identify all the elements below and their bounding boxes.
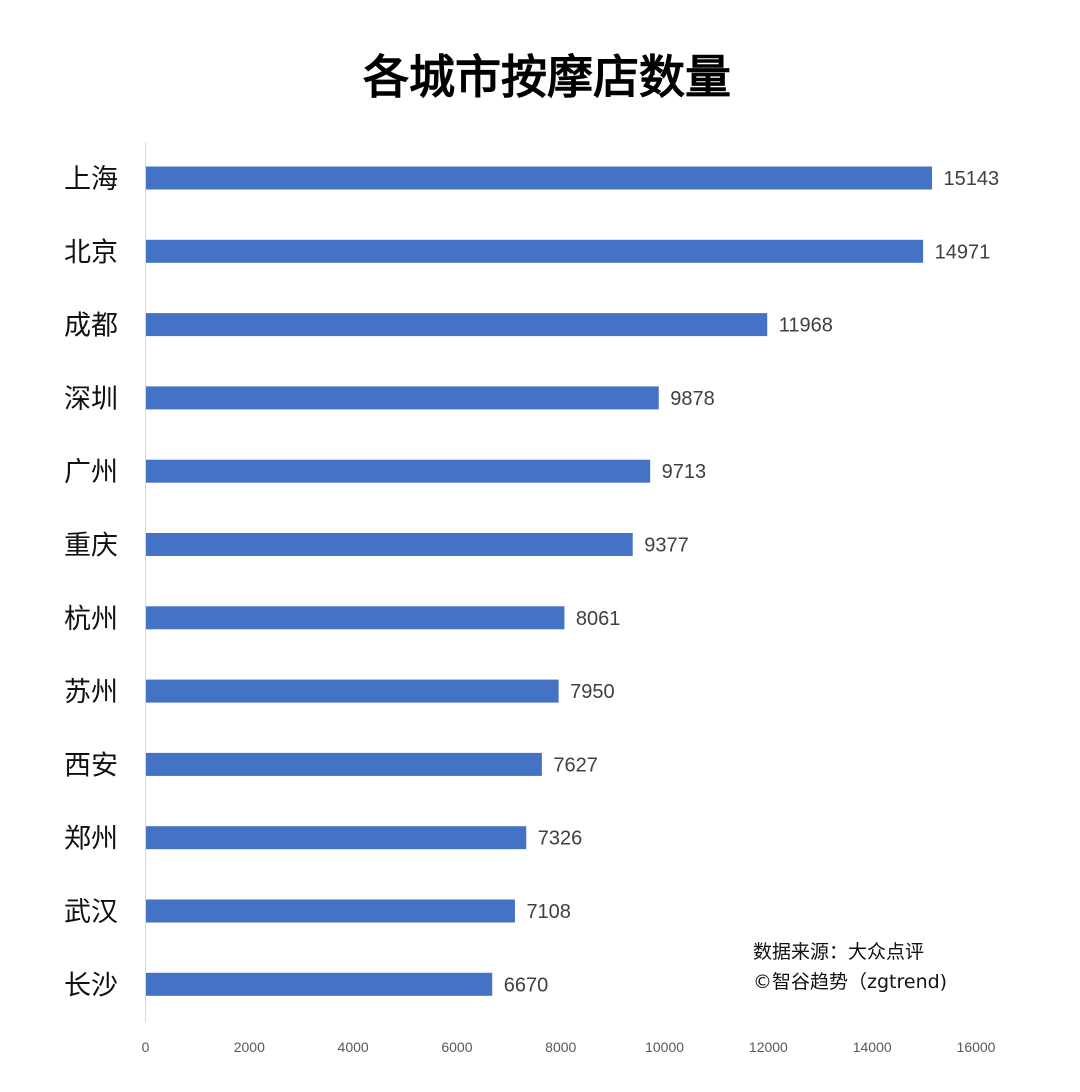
value-label: 11968 [779, 315, 833, 337]
source-note: 数据来源：大众点评 [753, 941, 924, 963]
category-label: 郑州 [64, 824, 118, 855]
x-tick-label: 10000 [645, 1039, 684, 1055]
value-label: 6670 [504, 974, 549, 996]
x-tick-label: 12000 [749, 1039, 788, 1055]
value-label: 9878 [670, 388, 715, 410]
value-label: 14971 [935, 241, 991, 263]
x-tick-label: 16000 [957, 1039, 996, 1055]
value-label: 7627 [553, 754, 598, 776]
category-label: 深圳 [64, 384, 118, 415]
category-label: 重庆 [64, 531, 118, 562]
value-label: 7326 [538, 828, 583, 850]
copyright-note: ©智谷趋势（zgtrend) [753, 971, 947, 993]
category-label: 成都 [64, 311, 118, 342]
bar [146, 972, 493, 996]
category-label: 广州 [64, 457, 118, 488]
bar [146, 899, 515, 923]
category-label: 苏州 [64, 677, 118, 708]
category-label: 杭州 [64, 604, 118, 635]
bar [146, 679, 559, 703]
category-label: 上海 [64, 164, 118, 195]
category-label: 武汉 [64, 897, 118, 928]
category-label: 北京 [64, 237, 118, 268]
bar [146, 239, 924, 263]
x-tick-label: 6000 [441, 1039, 472, 1055]
bar [146, 459, 651, 483]
value-labels: 15143 14971 11968 9878 9713 9377 8061 7950 7627 7… [504, 168, 999, 996]
value-label: 9377 [644, 535, 689, 557]
bar [146, 826, 527, 850]
x-tick-label: 4000 [338, 1039, 369, 1055]
bar [146, 606, 565, 630]
category-label: 长沙 [64, 970, 118, 1001]
value-label: 8061 [576, 608, 621, 630]
bar [146, 313, 768, 337]
x-tick-label: 8000 [545, 1039, 576, 1055]
chart-title: 各城市按摩店数量 [363, 50, 731, 104]
x-axis-tick-labels: 0 2000 4000 6000 8000 10000 12000 14000 16000 [142, 1039, 996, 1055]
x-tick-label: 14000 [853, 1039, 892, 1055]
value-label: 9713 [662, 461, 707, 483]
value-label: 7950 [570, 681, 615, 703]
bar [146, 166, 933, 190]
value-label: 7108 [526, 901, 571, 923]
bar [146, 752, 542, 776]
bar [146, 533, 633, 556]
category-label: 西安 [64, 750, 118, 781]
bar [146, 386, 659, 410]
x-tick-label: 2000 [234, 1039, 265, 1055]
bars-group [146, 166, 933, 996]
value-label: 15143 [944, 168, 1000, 190]
x-tick-label: 0 [142, 1039, 150, 1055]
